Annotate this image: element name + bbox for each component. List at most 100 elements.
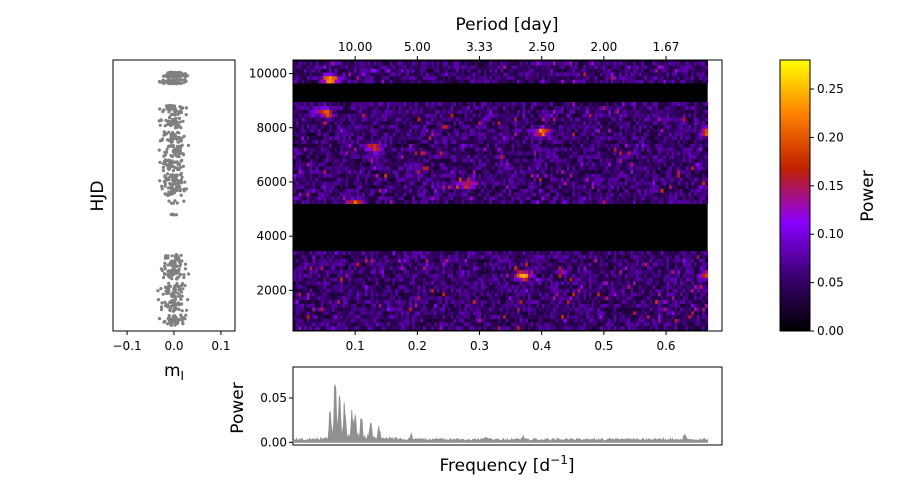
heatmap-cell xyxy=(539,277,543,282)
heatmap-cell xyxy=(384,310,388,316)
heatmap-cell xyxy=(312,280,316,286)
heatmap-cell xyxy=(610,307,615,312)
heatmap-cell xyxy=(691,181,695,186)
heatmap-cell xyxy=(389,196,393,201)
heatmap-cell xyxy=(461,273,465,278)
heatmap-cell xyxy=(362,177,366,182)
heatmap-cell xyxy=(309,314,313,319)
heatmap-cell xyxy=(364,307,369,312)
heatmap-cell xyxy=(646,310,651,316)
heatmap-cell xyxy=(436,181,440,186)
heatmap-cell xyxy=(696,266,700,271)
heatmap-cell xyxy=(392,322,396,327)
heatmap-cell xyxy=(547,251,551,256)
heatmap-cell xyxy=(693,196,698,201)
heatmap-cell xyxy=(400,314,404,319)
heatmap-cell xyxy=(359,273,363,278)
light-curve-point xyxy=(162,276,166,280)
heatmap-cell xyxy=(516,273,521,278)
heatmap-cell xyxy=(317,310,322,316)
heatmap-cell xyxy=(309,318,313,323)
heatmap-cell xyxy=(323,288,327,293)
heatmap-cell xyxy=(682,266,686,271)
heatmap-cell xyxy=(334,251,338,256)
heatmap-cell xyxy=(514,266,518,271)
heatmap-cell xyxy=(367,254,371,259)
heatmap-cell xyxy=(688,307,692,312)
heatmap-cell xyxy=(378,303,382,308)
heatmap-cell xyxy=(400,181,404,186)
heatmap-cell xyxy=(395,314,399,319)
heatmap-cell xyxy=(610,310,615,316)
heatmap-cell xyxy=(638,307,642,312)
heatmap-cell xyxy=(599,295,604,301)
heatmap-cell xyxy=(453,295,457,301)
heatmap-cell xyxy=(577,280,581,286)
heatmap-cell xyxy=(492,277,496,282)
heatmap-cell xyxy=(417,177,421,182)
heatmap-cell xyxy=(616,292,620,297)
heatmap-cell xyxy=(599,325,604,331)
light-curve-point xyxy=(187,272,191,276)
heatmap-cell xyxy=(406,280,410,286)
heatmap-cell xyxy=(624,254,628,259)
heatmap-cell xyxy=(375,277,380,282)
heatmap-cell xyxy=(323,262,327,267)
heatmap-cell xyxy=(657,266,662,271)
heatmap-cell xyxy=(434,325,438,331)
heatmap-cell xyxy=(450,251,454,256)
heatmap-cell xyxy=(561,307,565,312)
heatmap-cell xyxy=(624,277,628,282)
heatmap-cell xyxy=(525,295,529,301)
heatmap-cell xyxy=(566,295,570,301)
heatmap-cell xyxy=(461,299,465,304)
heatmap-cell xyxy=(544,303,548,308)
heatmap-cell xyxy=(586,188,590,193)
heatmap-cell xyxy=(431,277,435,282)
heatmap-cell xyxy=(436,273,440,278)
heatmap-cell xyxy=(539,269,543,274)
heatmap-cell xyxy=(627,299,631,304)
heatmap-cell xyxy=(704,318,709,323)
heatmap-cell xyxy=(522,262,526,267)
heatmap-cell xyxy=(406,173,410,178)
heatmap-cell xyxy=(566,280,570,286)
heatmap-cell xyxy=(511,303,515,308)
heatmap-cell xyxy=(657,184,662,189)
heatmap-cell xyxy=(395,292,399,297)
heatmap-cell xyxy=(345,292,349,297)
heatmap-cell xyxy=(309,184,313,189)
heatmap-cell xyxy=(616,181,620,186)
heatmap-cell xyxy=(508,199,512,205)
heatmap-cell xyxy=(497,322,501,327)
heatmap-cell xyxy=(536,284,540,289)
heatmap-cell xyxy=(301,277,305,282)
heatmap-cell xyxy=(677,269,681,274)
heatmap-cell xyxy=(387,307,391,312)
heatmap-cell xyxy=(671,322,675,327)
heatmap-cell xyxy=(309,284,313,289)
heatmap-cell xyxy=(353,288,357,293)
heatmap-cell xyxy=(627,284,631,289)
heatmap-cell xyxy=(450,303,454,308)
heatmap-cell xyxy=(447,254,451,259)
heatmap-cell xyxy=(525,280,529,286)
heatmap-cell xyxy=(575,307,579,312)
light-curve-point xyxy=(165,150,169,154)
heatmap-cell xyxy=(461,199,465,205)
heatmap-cell xyxy=(340,188,344,193)
heatmap-cell xyxy=(660,254,664,259)
heatmap-cell xyxy=(309,173,313,178)
heatmap-cell xyxy=(472,199,476,205)
heatmap-cell xyxy=(522,288,526,293)
heatmap-cell xyxy=(500,251,504,256)
heatmap-cell xyxy=(633,295,637,301)
heatmap-cell xyxy=(696,184,700,189)
heatmap-cell xyxy=(436,303,440,308)
heatmap-cell xyxy=(696,299,700,304)
heatmap-cell xyxy=(414,269,418,274)
heatmap-cell xyxy=(434,280,438,286)
heatmap-cell xyxy=(486,318,490,323)
heatmap-cell xyxy=(516,184,521,189)
heatmap-cell xyxy=(696,325,700,331)
